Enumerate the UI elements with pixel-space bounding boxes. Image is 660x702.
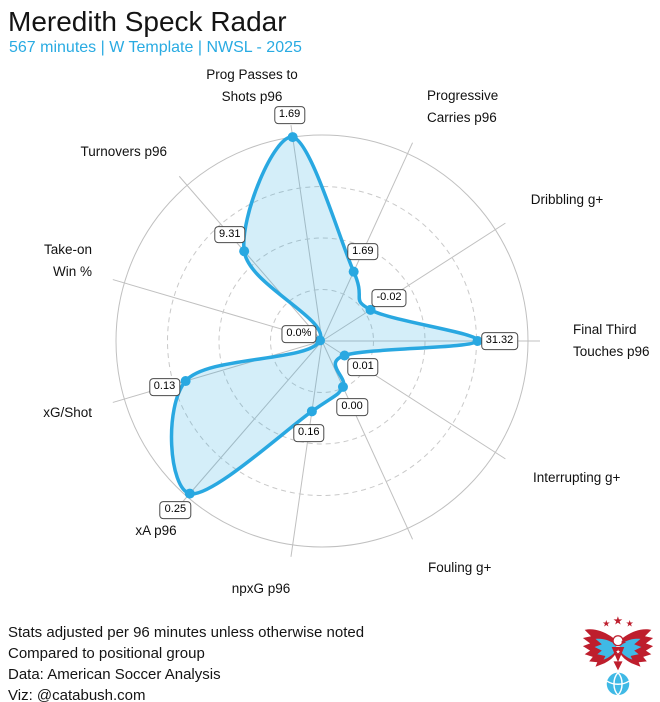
footer-line: Viz: @catabush.com bbox=[8, 687, 146, 702]
svg-text:★: ★ bbox=[626, 618, 634, 628]
footer-notes: Stats adjusted per 96 minutes unless oth… bbox=[8, 622, 364, 702]
data-point bbox=[184, 488, 195, 499]
footer-line: Compared to positional group bbox=[8, 645, 205, 662]
page-subtitle: 567 minutes | W Template | NWSL - 2025 bbox=[9, 39, 302, 56]
radar-spoke bbox=[321, 222, 506, 342]
radar-spoke bbox=[290, 340, 323, 557]
eagle-soccer-ball-logo: ★ ★ ★ ★ bbox=[582, 615, 654, 696]
radar-ring bbox=[115, 134, 529, 548]
svg-text:★: ★ bbox=[613, 615, 623, 628]
radar-spoke bbox=[321, 142, 414, 342]
soccer-ball-icon bbox=[606, 672, 630, 696]
data-point bbox=[472, 336, 483, 346]
data-point bbox=[180, 376, 191, 387]
data-point bbox=[337, 381, 348, 392]
data-point bbox=[239, 246, 250, 257]
data-point bbox=[348, 266, 359, 277]
data-point bbox=[287, 132, 298, 143]
radar-spoke bbox=[178, 175, 323, 342]
data-point bbox=[339, 350, 350, 361]
data-point bbox=[315, 335, 326, 346]
radar-ring bbox=[218, 237, 426, 445]
radar-shape bbox=[169, 135, 480, 496]
stars-icon: ★ ★ ★ bbox=[602, 615, 633, 629]
radar-ring bbox=[270, 289, 374, 393]
radar-spoke bbox=[178, 340, 323, 507]
svg-text:★: ★ bbox=[616, 649, 621, 655]
radar-spoke bbox=[290, 125, 323, 342]
radar-spoke bbox=[112, 340, 323, 403]
radar-spoke bbox=[321, 340, 506, 460]
data-point bbox=[365, 304, 376, 315]
eagle-icon: ★ bbox=[582, 629, 654, 671]
footer-line: Stats adjusted per 96 minutes unless oth… bbox=[8, 624, 365, 641]
svg-text:★: ★ bbox=[602, 618, 610, 628]
page-title: Meredith Speck Radar bbox=[8, 6, 287, 37]
footer-line: Data: American Soccer Analysis bbox=[8, 666, 221, 683]
data-point bbox=[306, 406, 317, 417]
radar-spoke bbox=[321, 340, 414, 540]
